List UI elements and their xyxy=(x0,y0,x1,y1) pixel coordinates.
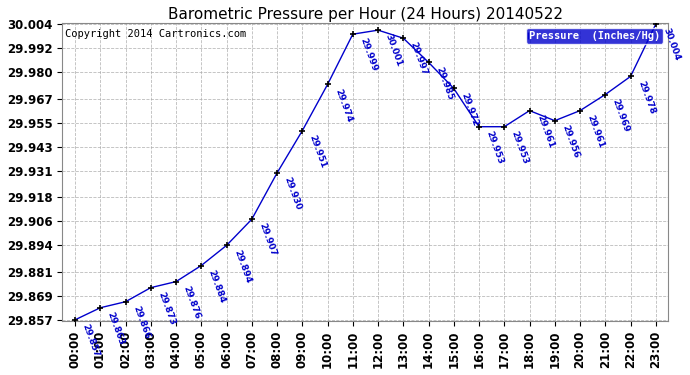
Text: 29.953: 29.953 xyxy=(484,129,505,165)
Title: Barometric Pressure per Hour (24 Hours) 20140522: Barometric Pressure per Hour (24 Hours) … xyxy=(168,7,563,22)
Text: 29.866: 29.866 xyxy=(131,304,151,340)
Text: 29.953: 29.953 xyxy=(510,129,530,165)
Text: 29.930: 29.930 xyxy=(283,176,303,212)
Text: 29.894: 29.894 xyxy=(232,248,253,284)
Text: 29.978: 29.978 xyxy=(636,79,656,115)
Text: 29.907: 29.907 xyxy=(257,222,278,258)
Text: 29.969: 29.969 xyxy=(611,97,631,133)
Text: 29.972: 29.972 xyxy=(460,91,480,127)
Text: 29.863: 29.863 xyxy=(106,310,126,346)
Text: 29.884: 29.884 xyxy=(207,268,227,304)
Text: 29.956: 29.956 xyxy=(560,123,581,159)
Text: 30.004: 30.004 xyxy=(661,27,682,62)
Text: 30.001: 30.001 xyxy=(384,33,404,68)
Text: 29.961: 29.961 xyxy=(535,113,555,149)
Text: 29.951: 29.951 xyxy=(308,134,328,170)
Text: Copyright 2014 Cartronics.com: Copyright 2014 Cartronics.com xyxy=(66,29,247,39)
Text: 29.999: 29.999 xyxy=(358,37,379,73)
Text: 29.876: 29.876 xyxy=(181,284,202,320)
Text: 29.961: 29.961 xyxy=(586,113,606,149)
Text: 29.857: 29.857 xyxy=(81,322,101,358)
Text: 29.997: 29.997 xyxy=(409,41,429,77)
Text: 29.873: 29.873 xyxy=(157,290,177,326)
Legend: Pressure  (Inches/Hg): Pressure (Inches/Hg) xyxy=(526,28,663,44)
Text: 29.974: 29.974 xyxy=(333,87,353,123)
Text: 29.985: 29.985 xyxy=(434,65,455,101)
